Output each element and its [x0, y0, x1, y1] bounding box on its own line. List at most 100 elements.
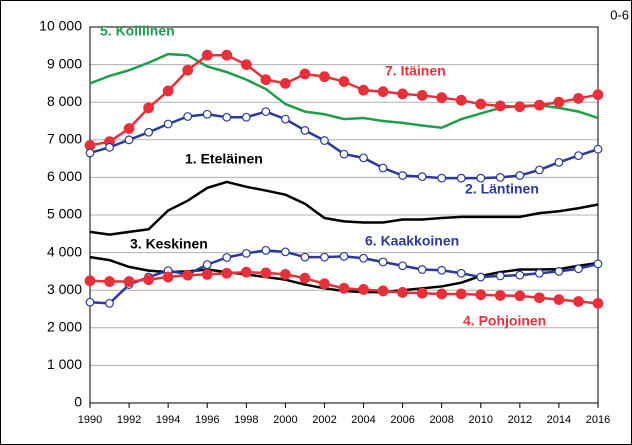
marker [182, 64, 194, 76]
marker [592, 89, 604, 101]
marker [123, 123, 135, 134]
marker [398, 171, 408, 180]
marker [456, 173, 466, 183]
marker [279, 269, 291, 280]
series-label: 2. Läntinen [465, 181, 539, 197]
series-label: 5. Koillinen [100, 23, 175, 39]
x-tick-label: 1994 [156, 414, 180, 426]
marker [417, 265, 427, 274]
marker [534, 165, 544, 175]
marker [455, 94, 467, 106]
marker [437, 173, 447, 183]
x-tick-label: 1992 [117, 414, 141, 426]
marker [300, 125, 310, 135]
marker [299, 272, 311, 284]
marker [553, 96, 565, 108]
marker [494, 100, 506, 112]
marker [514, 101, 526, 113]
marker [240, 59, 252, 70]
marker [144, 127, 154, 137]
marker [554, 157, 564, 167]
marker [338, 76, 350, 87]
marker [377, 285, 389, 297]
marker [437, 265, 447, 275]
marker [280, 247, 290, 257]
marker [397, 88, 409, 100]
marker [573, 296, 584, 307]
marker [319, 71, 330, 83]
marker [359, 153, 368, 163]
y-tick-label: 8 000 [47, 93, 82, 109]
marker [436, 288, 448, 300]
y-tick-label: 5 000 [47, 206, 82, 222]
marker [338, 282, 350, 294]
marker [475, 98, 487, 110]
marker [183, 112, 193, 121]
series-label: 4. Pohjoinen [463, 313, 546, 329]
x-tick-label: 2016 [586, 414, 610, 426]
series-label: 6. Kaakkoinen [365, 233, 459, 249]
marker [554, 267, 564, 276]
marker [261, 107, 271, 116]
marker [378, 163, 388, 173]
x-tick-label: 1998 [234, 414, 258, 426]
marker [105, 142, 114, 152]
marker [533, 99, 545, 111]
series-label: 7. Itäinen [385, 63, 446, 79]
marker [476, 272, 486, 282]
marker [201, 269, 213, 280]
marker [455, 288, 467, 300]
y-tick-label: 4 000 [47, 243, 82, 259]
marker [378, 257, 388, 267]
marker [515, 171, 525, 180]
marker [105, 298, 114, 308]
marker [398, 261, 408, 271]
marker [85, 148, 95, 158]
marker [241, 248, 251, 258]
marker [514, 290, 526, 302]
marker [416, 90, 428, 101]
marker [574, 151, 583, 160]
marker [339, 149, 349, 159]
corner-label: 0-6 [610, 7, 629, 22]
marker [436, 92, 448, 104]
marker [123, 276, 135, 287]
marker [377, 86, 389, 98]
marker [417, 172, 427, 182]
marker [592, 297, 604, 309]
marker [201, 49, 213, 61]
marker [416, 287, 428, 299]
x-tick-label: 2014 [547, 414, 571, 426]
y-tick-label: 10 000 [39, 18, 82, 34]
marker [143, 274, 155, 286]
marker [260, 267, 272, 279]
y-tick-label: 0 [74, 394, 82, 410]
marker [261, 245, 271, 255]
marker [240, 266, 252, 278]
marker [397, 287, 409, 298]
y-tick-label: 6 000 [47, 168, 82, 184]
x-tick-label: 1990 [78, 414, 102, 426]
marker [163, 119, 173, 129]
marker [260, 74, 272, 86]
marker [241, 112, 251, 122]
marker [143, 102, 155, 114]
marker [494, 290, 506, 301]
x-tick-label: 2008 [429, 414, 453, 426]
marker [84, 275, 96, 287]
marker [553, 294, 565, 306]
marker [574, 264, 583, 274]
marker [104, 276, 115, 287]
series-label: 1. Eteläinen [185, 151, 263, 167]
marker [279, 77, 291, 89]
y-tick-label: 3 000 [47, 281, 82, 297]
series-line [89, 180, 599, 236]
marker [202, 260, 212, 270]
plot-area [89, 26, 599, 404]
marker [515, 270, 525, 280]
y-tick-label: 2 000 [47, 319, 82, 335]
marker [222, 112, 232, 122]
marker [476, 173, 486, 183]
marker [495, 271, 505, 281]
